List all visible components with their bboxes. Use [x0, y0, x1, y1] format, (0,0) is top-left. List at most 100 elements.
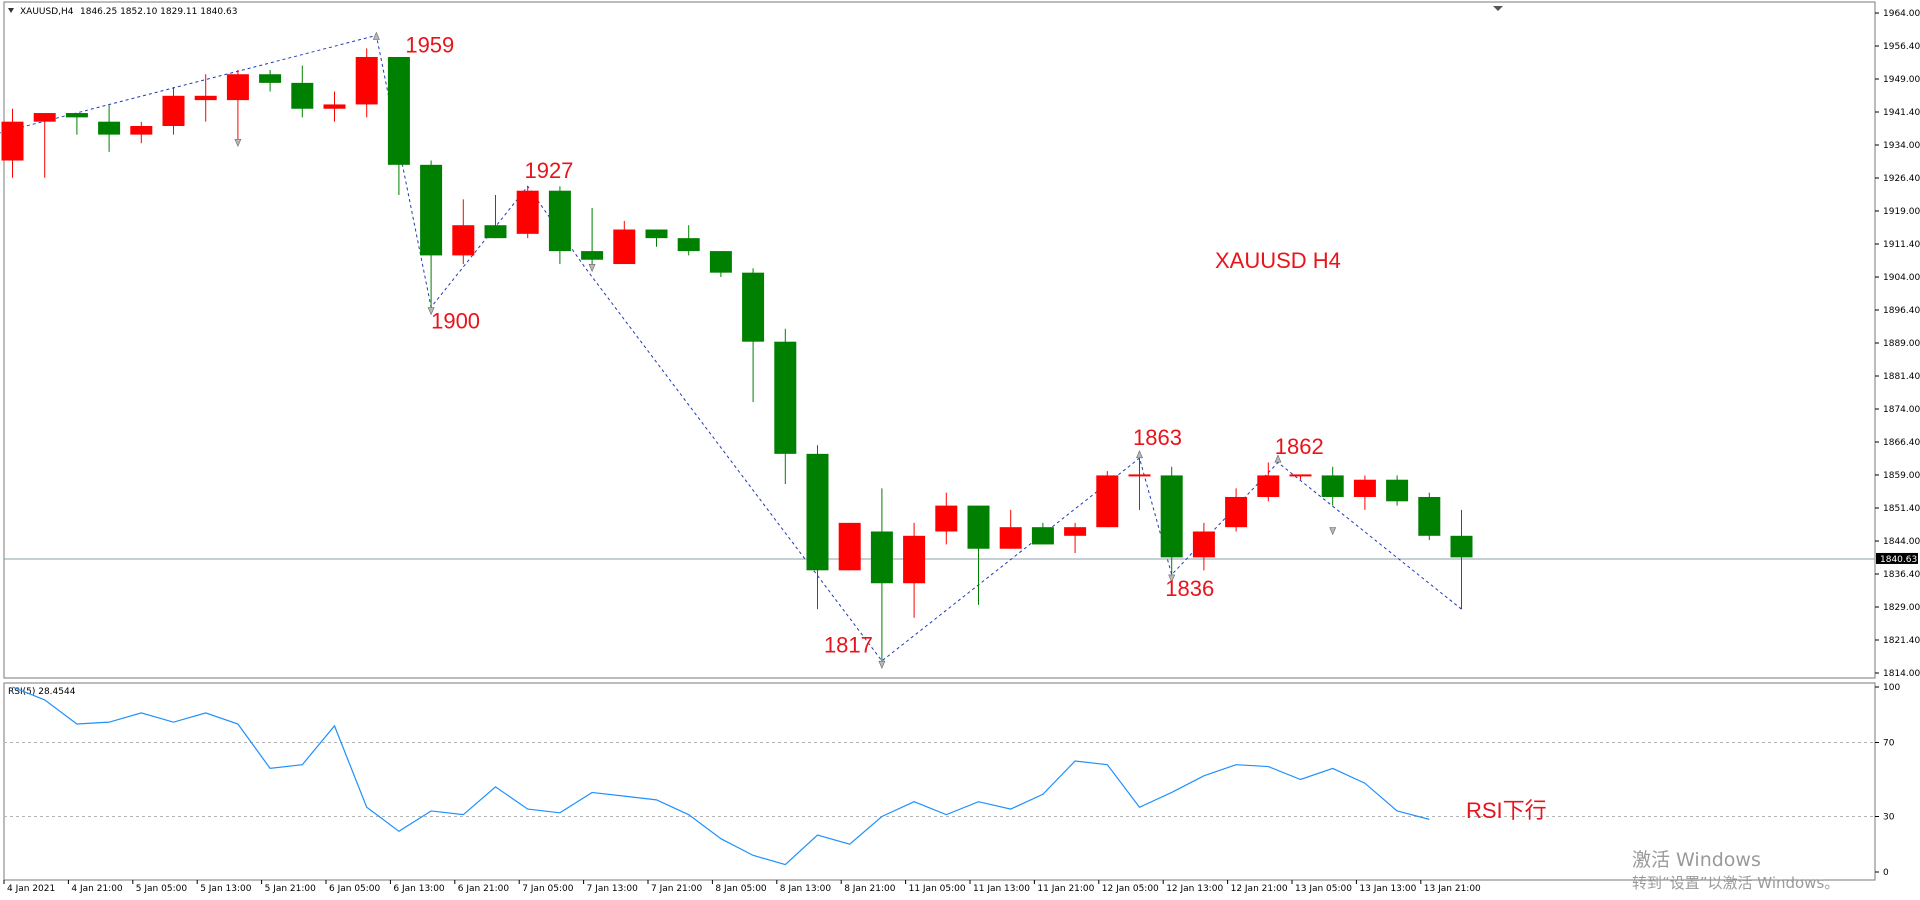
candle-body [194, 95, 217, 101]
candle [1225, 488, 1248, 532]
candle-body [130, 126, 153, 135]
fractal-down-arrow-icon [878, 660, 886, 669]
candles [1, 48, 1473, 661]
price-tick-label: 1844.00 [1883, 537, 1920, 547]
candle-body [1321, 475, 1344, 497]
current-price-label: 1840.63 [1880, 555, 1917, 565]
fractal-up-arrow-icon [1274, 454, 1282, 463]
candle [1160, 466, 1183, 575]
candle [903, 522, 926, 618]
time-tick-label: 6 Jan 13:00 [393, 884, 445, 894]
candle-body [613, 229, 636, 265]
price-tick-label: 1964.00 [1883, 9, 1920, 19]
candle-body [1064, 527, 1087, 536]
candle [420, 160, 443, 308]
price-tick-label: 1934.00 [1883, 141, 1920, 151]
candle-body [967, 505, 990, 549]
candle [548, 186, 571, 265]
price-annotation-label: 1959 [405, 33, 454, 58]
price-tick-label: 1881.40 [1883, 372, 1920, 382]
candle-body [33, 113, 56, 122]
candle-body [226, 74, 249, 101]
rsi-tick-label: 100 [1883, 683, 1900, 693]
candle-body [1225, 496, 1248, 528]
time-tick-label: 5 Jan 05:00 [136, 884, 188, 894]
fractal-up-arrow-icon [1136, 450, 1143, 459]
candle [645, 229, 668, 247]
candle-body [806, 453, 829, 571]
candle-body [838, 522, 861, 571]
candle [33, 113, 56, 178]
candle [226, 69, 249, 144]
menu-triangle-icon[interactable] [8, 8, 14, 13]
time-tick-label: 4 Jan 21:00 [71, 884, 123, 894]
candle [774, 328, 797, 485]
candle [484, 195, 507, 239]
candle [194, 74, 217, 122]
activation-watermark-subtitle: 转到“设置”以激活 Windows。 [1632, 874, 1839, 892]
candle [65, 113, 88, 135]
time-tick-label: 4 Jan 2021 [7, 884, 55, 894]
time-tick-label: 5 Jan 13:00 [200, 884, 252, 894]
candle [709, 251, 732, 277]
time-tick-label: 7 Jan 13:00 [587, 884, 639, 894]
candle-body [1353, 479, 1376, 497]
price-annotation-label: 1817 [824, 632, 873, 657]
candle-body [98, 121, 121, 135]
time-tick-label: 11 Jan 21:00 [1037, 884, 1094, 894]
candle-body [1418, 496, 1441, 536]
zigzag-line [0, 34, 1462, 662]
shift-marker-icon[interactable] [1493, 6, 1503, 11]
candle-body [935, 505, 958, 532]
candle [1128, 458, 1151, 510]
candle [613, 220, 636, 265]
price-tick-label: 1814.00 [1883, 669, 1920, 679]
symbol-header: XAUUSD,H4 [20, 7, 74, 17]
price-annotation-label: 1836 [1165, 576, 1214, 601]
candle-body [1, 121, 24, 161]
fractal-down-arrow-icon [1329, 527, 1337, 536]
candle [1064, 522, 1087, 554]
candle [162, 87, 185, 135]
candle [1353, 475, 1376, 510]
price-tick-label: 1889.00 [1883, 339, 1920, 349]
price-tick-label: 1836.40 [1883, 570, 1920, 580]
candle-body [548, 190, 571, 252]
candle [452, 199, 475, 265]
candle [291, 65, 314, 118]
candle [806, 445, 829, 610]
candle-body [999, 527, 1022, 549]
candle-body [742, 272, 765, 342]
time-tick-label: 6 Jan 21:00 [458, 884, 510, 894]
fractal-down-arrow-icon [427, 307, 435, 316]
price-tick-label: 1926.40 [1883, 174, 1920, 184]
price-tick-label: 1896.40 [1883, 306, 1920, 316]
candle-body [484, 225, 507, 239]
time-tick-label: 13 Jan 21:00 [1424, 884, 1481, 894]
fractal-down-arrow-icon [588, 264, 596, 273]
time-axis: 4 Jan 2021 4 Jan 21:00 5 Jan 05:00 5 Jan 13… [3, 880, 1481, 894]
candle [387, 56, 410, 196]
candle [1418, 492, 1441, 541]
chart-title: XAUUSD H4 [1215, 248, 1341, 273]
candle [1031, 522, 1054, 545]
candle [323, 91, 346, 122]
activation-watermark-title: 激活 Windows [1632, 849, 1761, 871]
candle-body [323, 104, 346, 109]
candle-body [1031, 527, 1054, 545]
time-tick-label: 7 Jan 21:00 [651, 884, 703, 894]
candle [999, 509, 1022, 549]
candle [98, 104, 121, 152]
price-tick-label: 1949.00 [1883, 75, 1920, 85]
candle [935, 492, 958, 545]
candle-body [677, 238, 700, 252]
fractal-down-arrow-icon [1168, 574, 1176, 583]
candle-body [1160, 475, 1183, 558]
candle-body [774, 341, 797, 454]
time-tick-label: 12 Jan 21:00 [1231, 884, 1288, 894]
price-tick-label: 1866.40 [1883, 438, 1920, 448]
zigzag-path [0, 34, 1462, 662]
ohlc-header: 1846.25 1852.10 1829.11 1840.63 [80, 7, 237, 17]
rsi-window-frame [3, 682, 1876, 881]
candle [1096, 471, 1119, 528]
